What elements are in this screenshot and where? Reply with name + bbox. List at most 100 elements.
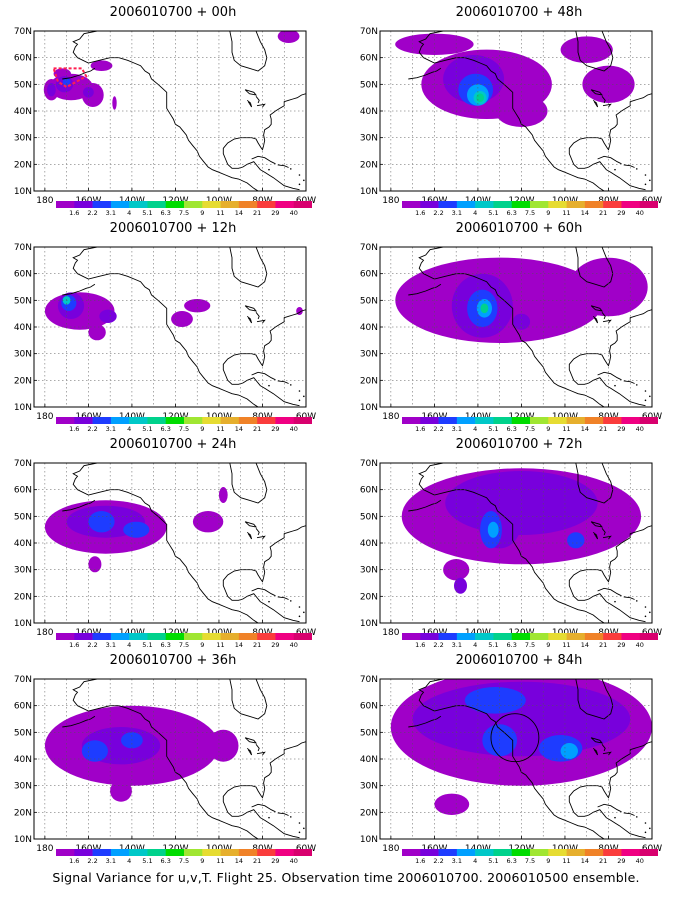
great-lake-outline bbox=[256, 751, 266, 756]
colorbar-label: 6.3 bbox=[161, 209, 171, 217]
variance-contour bbox=[434, 793, 470, 815]
colorbar-swatch bbox=[584, 417, 604, 424]
colorbar-swatch bbox=[475, 849, 494, 856]
map-canvas: 70N60N50N40N30N20N10N180160W140W120W100W… bbox=[14, 459, 316, 649]
colorbar-label: 40 bbox=[290, 209, 298, 217]
colorbar-swatch bbox=[238, 417, 258, 424]
lat-tick-label: 50N bbox=[360, 296, 378, 306]
cuba-outline bbox=[251, 155, 276, 165]
verification-circle bbox=[490, 713, 540, 763]
colorbar-label: 29 bbox=[617, 857, 625, 865]
lat-tick-label: 10N bbox=[360, 619, 378, 629]
map-grid bbox=[34, 247, 306, 407]
great-lake-outline bbox=[256, 535, 266, 540]
colorbar-swatch bbox=[56, 633, 75, 640]
colorbar-swatch bbox=[639, 633, 658, 640]
variance-contour bbox=[480, 303, 489, 314]
hudson-bay-coastline bbox=[575, 679, 614, 720]
variance-contour bbox=[567, 532, 585, 549]
lat-tick-label: 10N bbox=[360, 187, 378, 197]
colorbar-swatch bbox=[456, 633, 476, 640]
lon-tick-label: 180 bbox=[36, 196, 53, 206]
great-lake-outline bbox=[602, 319, 612, 324]
aleutian-islands bbox=[62, 283, 96, 296]
colorbar-label: 40 bbox=[290, 425, 298, 433]
colorbar-swatch bbox=[438, 201, 458, 208]
colorbar-swatch bbox=[603, 417, 622, 424]
colorbar-swatch bbox=[420, 633, 439, 640]
variance-field bbox=[395, 33, 635, 127]
colorbar-swatch bbox=[621, 201, 641, 208]
colorbar-swatch bbox=[493, 633, 513, 640]
variance-contour bbox=[62, 77, 71, 86]
colorbar-label: 1.6 bbox=[69, 857, 79, 865]
colorbar-swatch bbox=[74, 201, 93, 208]
variance-contour bbox=[464, 687, 526, 714]
colorbar-swatch bbox=[621, 417, 641, 424]
colorbar-swatch bbox=[639, 201, 658, 208]
east-coastline bbox=[222, 93, 306, 191]
colorbar-swatch bbox=[165, 633, 185, 640]
colorbar-swatch bbox=[603, 849, 622, 856]
colorbar-label: 2.2 bbox=[433, 857, 443, 865]
colorbar-label: 7.5 bbox=[179, 641, 189, 649]
alaska-coastline bbox=[72, 463, 98, 490]
colorbar-swatch bbox=[293, 633, 312, 640]
colorbar-label: 3.1 bbox=[106, 641, 116, 649]
great-lake-outline bbox=[592, 315, 599, 324]
lat-tick-label: 60N bbox=[360, 486, 378, 496]
lon-tick-label: 180 bbox=[382, 412, 399, 422]
island-mark bbox=[635, 600, 638, 602]
colorbar-label: 2.2 bbox=[433, 641, 443, 649]
island-mark bbox=[289, 384, 292, 386]
colorbar-swatch bbox=[530, 201, 549, 208]
map-canvas: 70N60N50N40N30N20N10N180160W140W120W100W… bbox=[360, 243, 662, 433]
island-mark bbox=[614, 168, 616, 171]
colorbar-swatch bbox=[74, 849, 93, 856]
hudson-bay-coastline bbox=[229, 679, 268, 720]
great-lake-outline bbox=[601, 312, 606, 320]
panel-title: 2006010700 + 60h bbox=[455, 221, 583, 236]
colorbar-swatch bbox=[584, 849, 604, 856]
colorbar-swatch bbox=[511, 633, 531, 640]
colorbar-label: 14 bbox=[235, 857, 243, 865]
lon-tick-label: 180 bbox=[382, 628, 399, 638]
island-mark bbox=[644, 606, 647, 608]
great-lake-outline bbox=[256, 103, 266, 108]
colorbar-label: 11 bbox=[216, 641, 224, 649]
map-panel: 2006010700 + 24h 70N 60N 50N 40N 30N 20N 10N 180… bbox=[8, 437, 338, 649]
figure-caption: Signal Variance for u,v,T. Flight 25. Ob… bbox=[52, 870, 640, 885]
colorbar-label: 14 bbox=[235, 425, 243, 433]
great-lake-outline bbox=[601, 96, 606, 104]
island-mark bbox=[635, 816, 638, 818]
hudson-bay-coastline bbox=[229, 463, 268, 504]
colorbar-swatch bbox=[493, 849, 513, 856]
colorbar-label: 5.1 bbox=[488, 641, 498, 649]
colorbar-label: 9 bbox=[200, 425, 204, 433]
colorbar-swatch bbox=[438, 849, 458, 856]
variance-contour bbox=[184, 299, 211, 313]
colorbar-swatch bbox=[129, 201, 148, 208]
colorbar-label: 21 bbox=[599, 209, 607, 217]
variance-field bbox=[44, 487, 228, 573]
variance-contour bbox=[171, 311, 193, 327]
lat-tick-label: 30N bbox=[360, 782, 378, 792]
colorbar-label: 6.3 bbox=[161, 857, 171, 865]
colorbar-label: 9 bbox=[200, 209, 204, 217]
alaska-coastline bbox=[72, 31, 98, 58]
colorbar-swatch bbox=[184, 417, 203, 424]
colorbar-label: 4 bbox=[127, 857, 131, 865]
colorbar-label: 2.2 bbox=[87, 641, 97, 649]
colorbar-swatch bbox=[165, 417, 185, 424]
colorbar-label: 9 bbox=[200, 641, 204, 649]
great-lake-outline bbox=[255, 96, 260, 104]
colorbar-label: 4 bbox=[127, 641, 131, 649]
colorbar-label: 4 bbox=[473, 641, 477, 649]
east-coastline bbox=[568, 309, 652, 407]
great-lake-outline bbox=[590, 737, 604, 744]
colorbar-label: 6.3 bbox=[507, 209, 517, 217]
colorbar-label: 2.2 bbox=[433, 425, 443, 433]
hispaniola-outline bbox=[623, 380, 635, 384]
cuba-outline bbox=[597, 371, 622, 381]
colorbar-label: 7.5 bbox=[525, 857, 535, 865]
